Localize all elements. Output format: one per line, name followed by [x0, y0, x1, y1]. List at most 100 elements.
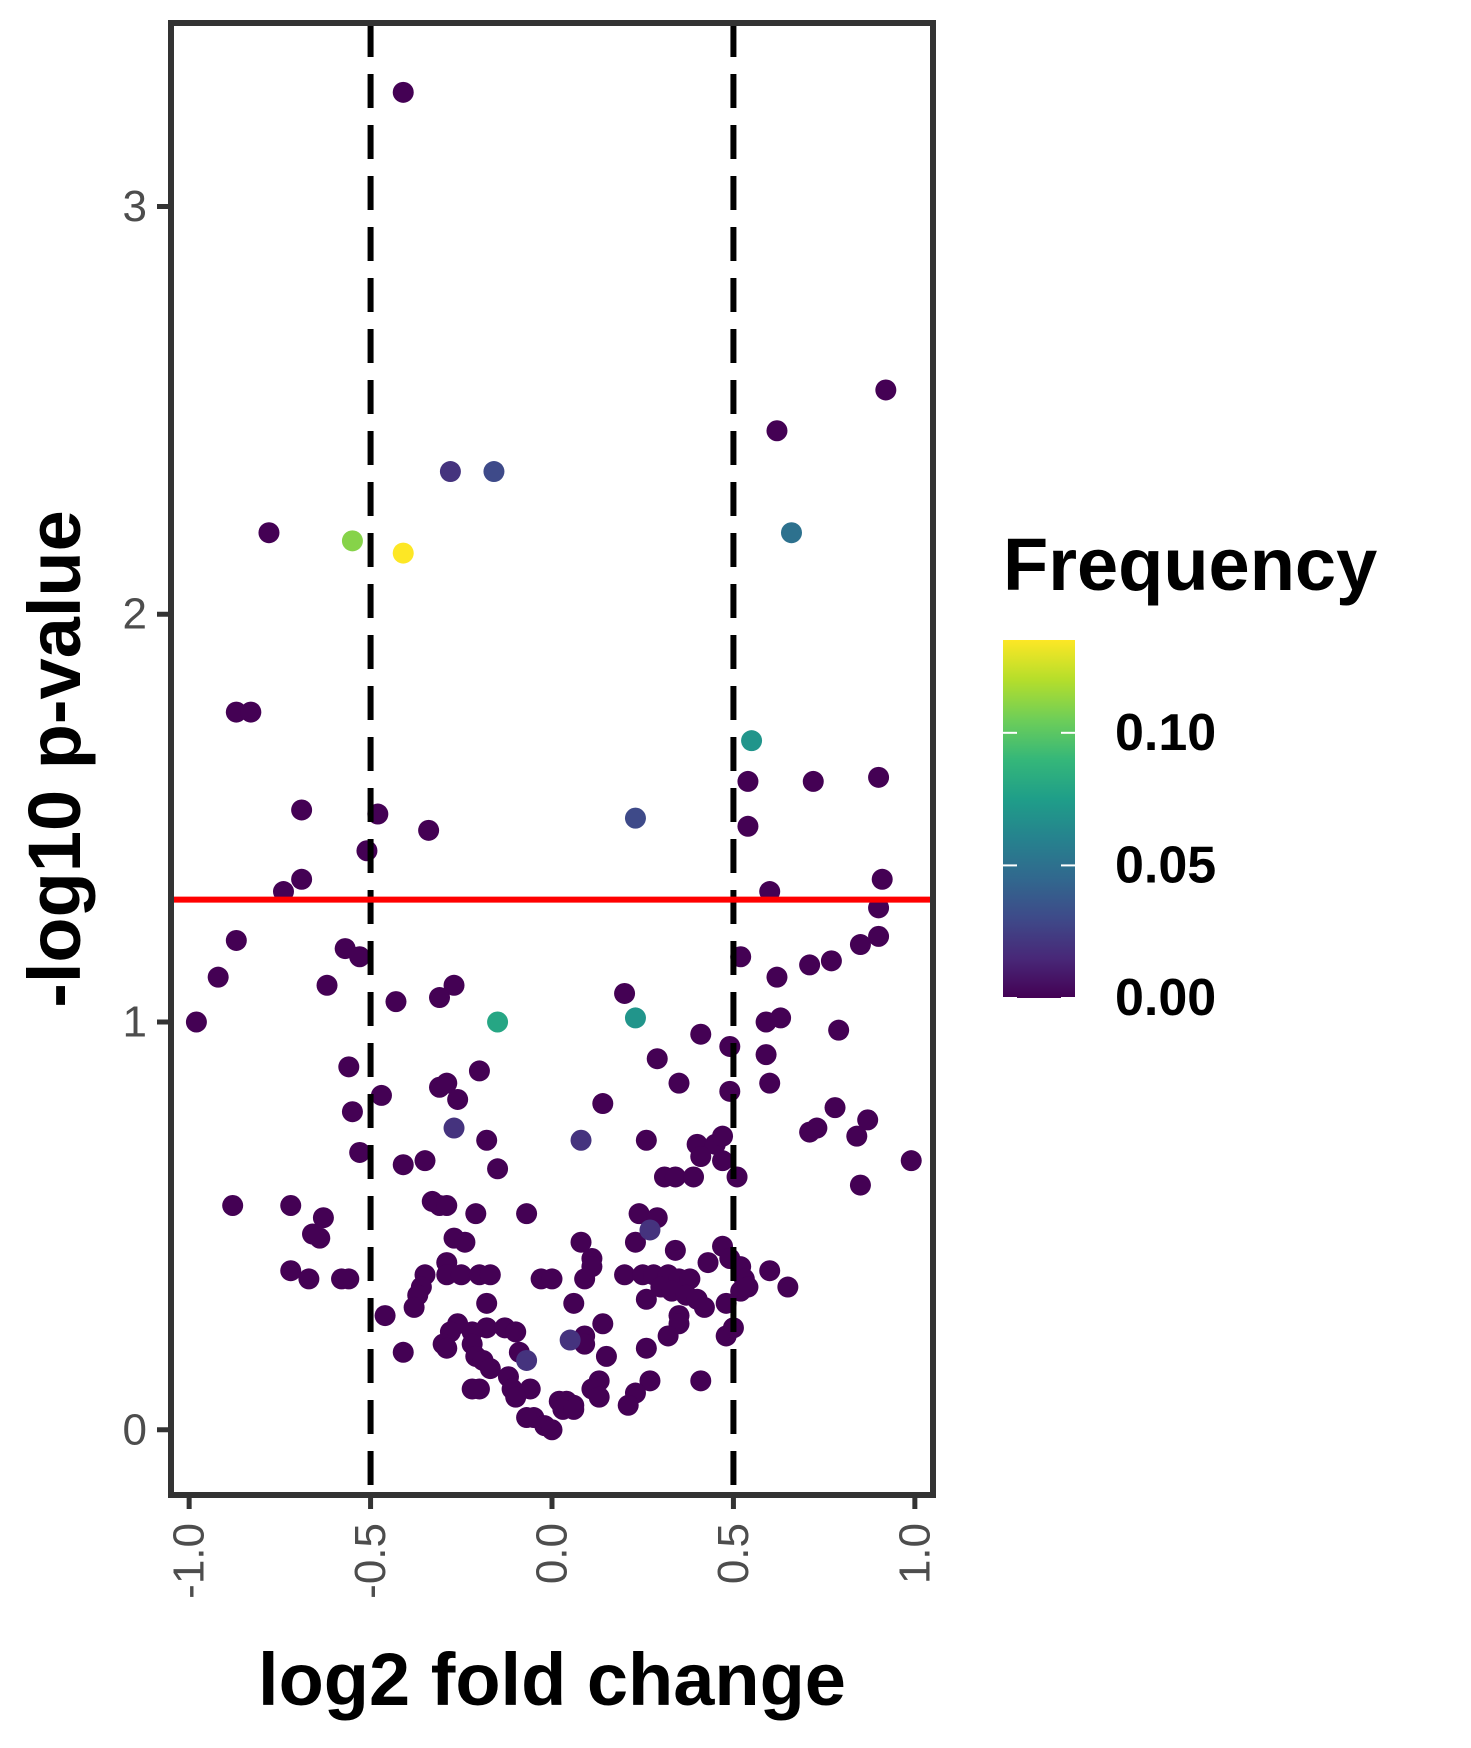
y-tick-label: 3 [123, 182, 147, 231]
data-point [436, 1337, 458, 1359]
data-point [341, 1101, 363, 1123]
data-point [454, 1231, 476, 1253]
data-point [479, 1358, 501, 1380]
data-point [291, 799, 313, 821]
data-point [614, 982, 636, 1004]
data-point [559, 1329, 581, 1351]
data-point [806, 1117, 828, 1139]
data-point [690, 1023, 712, 1045]
data-point [824, 1097, 846, 1119]
x-tick-label: 0.5 [709, 1523, 758, 1584]
data-point [570, 1231, 592, 1253]
data-point [385, 991, 407, 1013]
data-point [766, 420, 788, 442]
data-point [624, 1231, 646, 1253]
data-point [468, 1378, 490, 1400]
data-point [741, 730, 763, 752]
data-point [418, 819, 440, 841]
y-axis-title: -log10 p-value [13, 510, 96, 1008]
y-tick-label: 2 [123, 590, 147, 639]
colorbar-legend: Frequency 0.00 0.05 0.10 [1003, 523, 1377, 1027]
data-point [436, 1264, 458, 1286]
data-point [646, 1048, 668, 1070]
data-point [298, 1268, 320, 1290]
data-point [476, 1129, 498, 1151]
data-point [222, 1194, 244, 1216]
data-point [770, 1007, 792, 1029]
data-point [392, 542, 414, 564]
reference-lines [171, 23, 933, 1495]
data-point [574, 1268, 596, 1290]
data-point [624, 1007, 646, 1029]
data-point [766, 966, 788, 988]
x-axis: -1.0 -0.5 0.0 0.5 1.0 [165, 1498, 939, 1599]
data-point [225, 701, 247, 723]
data-point [403, 1296, 425, 1318]
data-point [846, 1125, 868, 1147]
data-point [450, 1264, 472, 1286]
data-point [436, 1194, 458, 1216]
data-point [719, 1035, 741, 1057]
data-point [443, 974, 465, 996]
data-point [487, 1158, 509, 1180]
data-point [505, 1321, 527, 1343]
data-point [349, 946, 371, 968]
colorbar-tick-label: 0.05 [1115, 836, 1216, 894]
data-point [737, 770, 759, 792]
data-point [697, 1252, 719, 1274]
data-point [429, 987, 451, 1009]
data-point [820, 950, 842, 972]
data-point [439, 461, 461, 483]
y-tick-label: 0 [123, 1405, 147, 1454]
y-axis: 0 1 2 3 [123, 182, 168, 1454]
data-point [614, 1264, 636, 1286]
data-point [356, 840, 378, 862]
data-point [338, 1268, 360, 1290]
data-point [443, 1117, 465, 1139]
data-point [857, 1109, 879, 1131]
colorbar [1003, 640, 1075, 998]
data-point [868, 925, 890, 947]
data-point [802, 770, 824, 792]
data-point [483, 461, 505, 483]
scatter-points [185, 81, 922, 1441]
data-point [628, 1203, 650, 1225]
data-point [487, 1011, 509, 1033]
data-point [679, 1268, 701, 1290]
plot-panel-border [168, 20, 936, 1498]
data-point [465, 1203, 487, 1225]
data-point [291, 868, 313, 890]
data-point [799, 954, 821, 976]
data-point [185, 1011, 207, 1033]
legend-title: Frequency [1003, 523, 1377, 606]
data-point [726, 1166, 748, 1188]
colorbar-tick-label: 0.00 [1115, 969, 1216, 1027]
data-point [240, 701, 262, 723]
x-tick-label: 0.0 [528, 1523, 577, 1584]
data-point [479, 1264, 501, 1286]
data-point [309, 1227, 331, 1249]
data-point [657, 1325, 679, 1347]
y-tick-label: 1 [123, 998, 147, 1047]
data-point [392, 1341, 414, 1363]
data-point [225, 929, 247, 951]
data-point [392, 81, 414, 103]
data-point [664, 1166, 686, 1188]
data-point [719, 1080, 741, 1102]
data-point [349, 1141, 371, 1163]
x-tick-label: -0.5 [346, 1523, 395, 1599]
data-point [541, 1419, 563, 1441]
data-point [595, 1345, 617, 1367]
data-point [505, 1386, 527, 1408]
data-point [849, 1174, 871, 1196]
data-point [341, 530, 363, 552]
data-point [759, 1072, 781, 1094]
data-point [683, 1166, 705, 1188]
data-point [780, 522, 802, 544]
data-point [476, 1292, 498, 1314]
data-point [635, 1288, 657, 1310]
data-point [592, 1093, 614, 1115]
data-point [468, 1060, 490, 1082]
data-point [849, 934, 871, 956]
